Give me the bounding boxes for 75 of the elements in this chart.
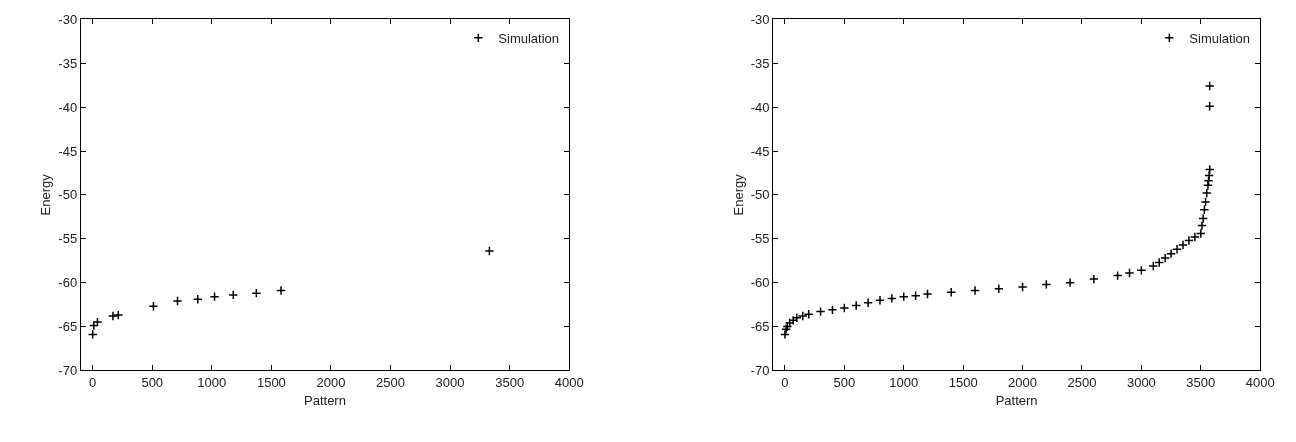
y-tick-label: -55 [58, 231, 78, 247]
point [1178, 239, 1188, 250]
y-tick-label: -40 [750, 99, 770, 115]
legend-label: Simulation [498, 30, 560, 46]
y-tick-label: -70 [58, 362, 78, 378]
y-tick-label: -35 [750, 55, 770, 71]
y-tick-label: -65 [58, 319, 78, 335]
point [172, 296, 183, 306]
x-axis-title: Pattern [304, 392, 346, 408]
x-axis-title: Pattern [995, 392, 1038, 408]
y-tick-label: -55 [750, 231, 770, 247]
y-tick-label: -45 [58, 143, 78, 159]
point [1166, 248, 1177, 259]
point [1200, 196, 1211, 207]
x-tick-label: 3000 [1126, 374, 1156, 390]
point [1189, 232, 1200, 242]
point [863, 297, 874, 308]
point [251, 288, 262, 299]
x-tick-label: 1000 [197, 374, 227, 390]
x-tick-label: 1000 [889, 374, 919, 390]
y-tick-label: -70 [750, 362, 770, 378]
point [92, 317, 103, 328]
point [1154, 257, 1165, 268]
point [803, 309, 814, 320]
x-tick-label: 2000 [316, 374, 346, 390]
x-tick-label: 2000 [1008, 374, 1038, 390]
point [1195, 228, 1206, 239]
point [1160, 253, 1171, 264]
x-tick-label: 0 [89, 374, 97, 390]
point [1088, 274, 1099, 285]
x-tick-label: 3500 [495, 374, 525, 390]
x-tick-label: 4000 [1245, 374, 1275, 390]
point [276, 285, 286, 296]
legend-label: Simulation [1189, 30, 1251, 46]
point [970, 285, 980, 296]
point [875, 295, 885, 306]
x-tick-label: 3000 [435, 374, 465, 390]
point [1202, 180, 1213, 191]
x-tick-label: 2500 [376, 374, 405, 390]
point [922, 289, 933, 299]
point [1198, 213, 1209, 224]
y-tick-label: -30 [750, 11, 770, 27]
x-tick-label: 3500 [1186, 374, 1216, 390]
x-tick-label: 500 [141, 374, 164, 390]
y-tick-label: -50 [58, 187, 78, 203]
x-tick-label: 1500 [256, 374, 286, 390]
x-tick-label: 500 [833, 374, 856, 390]
y-tick-label: -60 [58, 275, 78, 291]
y-tick-label: -60 [750, 275, 770, 291]
point [910, 290, 921, 301]
point [827, 304, 838, 315]
y-tick-label: -65 [750, 319, 770, 335]
point [839, 303, 850, 314]
x-tick-label: 1500 [948, 374, 978, 390]
y-tick-label: -30 [58, 11, 78, 27]
point [886, 293, 897, 304]
y-axis-title: Energy [730, 173, 746, 216]
point [1065, 277, 1076, 288]
point [1124, 268, 1135, 278]
x-tick-label: 2500 [1067, 374, 1097, 390]
x-tick-label: 0 [781, 374, 789, 390]
point [192, 294, 203, 305]
y-tick-label: -35 [58, 55, 78, 71]
x-tick-label: 4000 [554, 374, 584, 390]
point [484, 246, 495, 256]
y-tick-label: -50 [750, 187, 770, 203]
y-axis-title: Energy [38, 173, 54, 216]
y-tick-label: -45 [750, 143, 770, 159]
point [1183, 235, 1194, 246]
point [993, 283, 1004, 294]
y-tick-label: -40 [58, 99, 78, 115]
point [107, 311, 118, 321]
point [1199, 204, 1210, 215]
point [851, 300, 862, 311]
point [1017, 282, 1028, 292]
